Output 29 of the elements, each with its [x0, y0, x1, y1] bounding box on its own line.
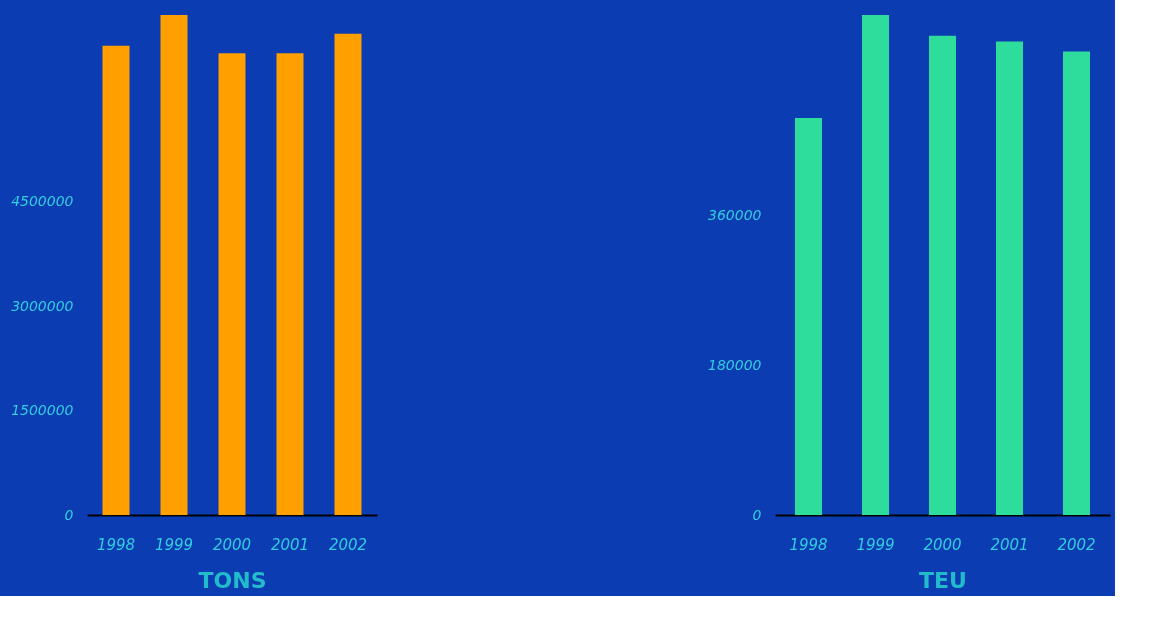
y-tick-label: 4500000 [11, 193, 74, 210]
x-tick-label: 2002 [1057, 535, 1096, 554]
bar [996, 41, 1023, 515]
y-tick-label: 3000000 [11, 297, 74, 314]
bar [929, 35, 956, 515]
y-tick-label: 180000 [708, 357, 762, 373]
bar [218, 53, 246, 515]
x-tick-label: 2000 [212, 535, 252, 554]
x-axis-title: TONS [198, 567, 267, 593]
x-tick-label: 2001 [270, 535, 310, 554]
x-tick-label: 1998 [789, 535, 828, 554]
y-tick-label: 360000 [708, 207, 762, 224]
y-tick-label: 0 [752, 506, 762, 523]
y-tick-label: 1500000 [11, 402, 74, 419]
bar [862, 15, 889, 515]
x-tick-label: 2000 [923, 535, 962, 554]
x-tick-label: 1998 [96, 535, 136, 554]
x-tick-label: 1999 [154, 535, 194, 554]
bar [276, 53, 304, 515]
x-axis-title: TEU [919, 567, 967, 593]
x-tick-label: 2002 [328, 535, 368, 554]
bar [160, 15, 188, 515]
x-tick-label: 1999 [856, 535, 895, 554]
y-tick-label: 0 [64, 506, 74, 523]
bar [334, 33, 362, 515]
bar [102, 45, 130, 515]
bar [795, 117, 822, 515]
bar [1063, 51, 1090, 515]
x-tick-label: 2001 [990, 535, 1029, 554]
